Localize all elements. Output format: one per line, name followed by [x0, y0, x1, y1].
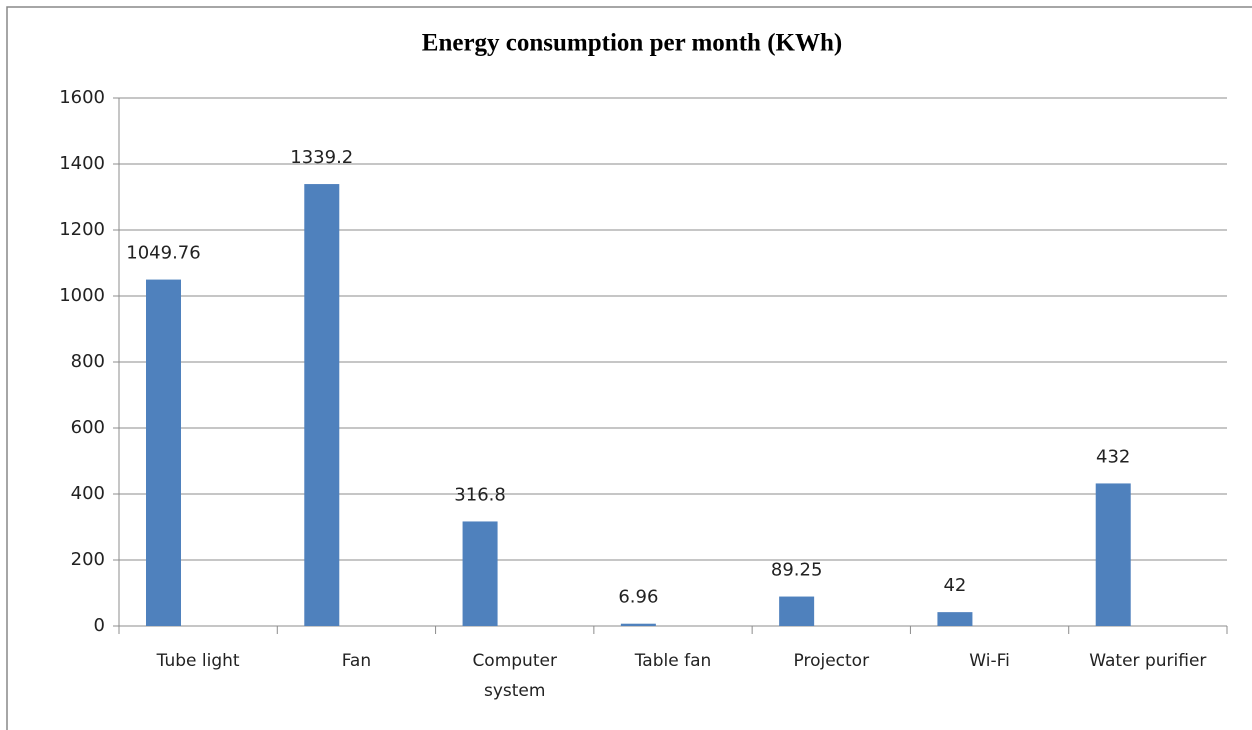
x-tick-label: Table fan [634, 651, 712, 671]
bar [620, 623, 656, 626]
y-tick-label: 1400 [59, 153, 105, 174]
bar [146, 279, 181, 626]
data-label: 1339.2 [290, 147, 353, 168]
y-tick-label: 1200 [59, 219, 105, 240]
data-label: 432 [1096, 446, 1130, 467]
data-label: 316.8 [454, 484, 506, 505]
y-tick-label: 1600 [59, 87, 105, 108]
x-tick-label: Fan [341, 651, 372, 671]
x-tick-label: Tube light [156, 651, 240, 671]
x-tick-label: Water purifier [1089, 651, 1207, 671]
bar [779, 596, 815, 626]
y-tick-label: 200 [71, 549, 105, 570]
y-tick-label: 600 [71, 417, 105, 438]
x-tick-label: Wi-Fi [969, 651, 1010, 671]
y-tick-label: 1000 [59, 285, 105, 306]
y-tick-label: 0 [94, 615, 105, 636]
chart-title: Energy consumption per month (KWh) [422, 30, 842, 57]
chart-border [6, 6, 1252, 730]
data-label: 1049.76 [126, 243, 200, 264]
data-label: 89.25 [771, 560, 823, 581]
y-tick-label: 400 [71, 483, 105, 504]
x-tick-label: Computer system [472, 651, 557, 701]
y-tick-label: 800 [71, 351, 105, 372]
x-tick-label: Projector [793, 651, 870, 671]
data-label: 42 [943, 575, 966, 596]
bar [1095, 483, 1131, 626]
data-label: 6.96 [618, 587, 658, 608]
bar [304, 184, 340, 626]
bar [462, 521, 498, 626]
bar [937, 612, 973, 626]
